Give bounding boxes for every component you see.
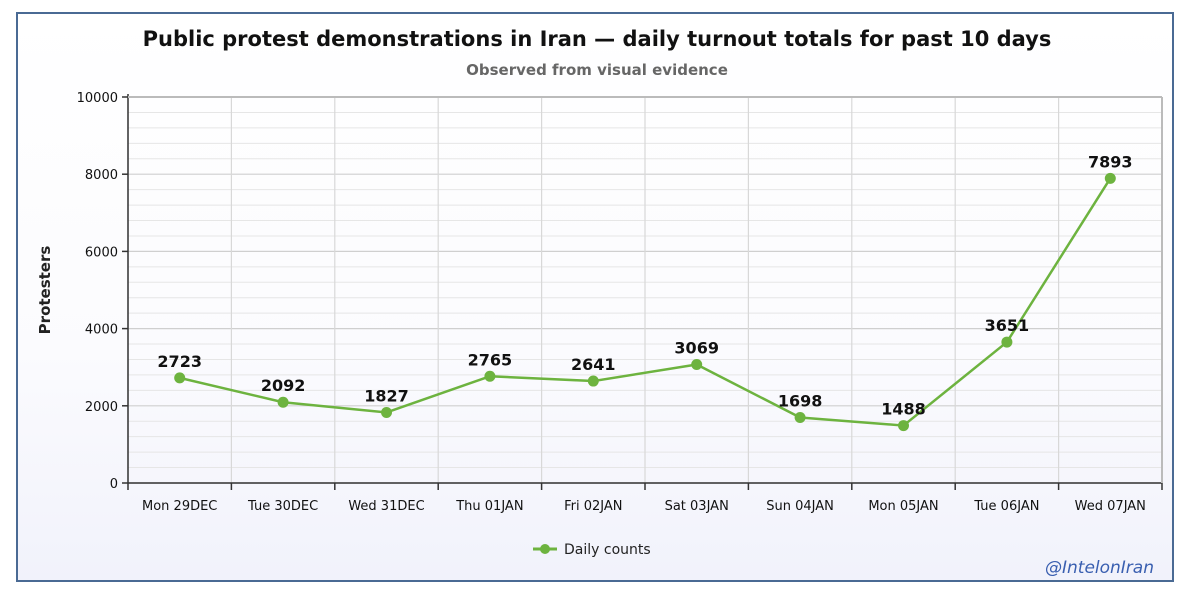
- chart-frame: [16, 12, 1174, 582]
- x-tick-label: Wed 07JAN: [1075, 499, 1146, 514]
- x-tick-label: Sat 03JAN: [665, 499, 729, 514]
- legend-marker: [540, 544, 550, 554]
- data-label: 7893: [1088, 152, 1133, 171]
- y-tick-label: 8000: [85, 168, 118, 183]
- data-label: 2641: [571, 355, 616, 374]
- data-point[interactable]: [794, 411, 806, 423]
- data-point[interactable]: [1104, 172, 1116, 184]
- data-label: 1698: [778, 391, 823, 410]
- legend-label: Daily counts: [564, 542, 651, 558]
- data-point[interactable]: [484, 370, 496, 382]
- chart-subtitle: Observed from visual evidence: [466, 61, 728, 79]
- x-tick-label: Tue 30DEC: [247, 499, 318, 514]
- axes: [122, 94, 1163, 490]
- data-label: 3069: [674, 339, 719, 358]
- grid: [127, 96, 1163, 484]
- y-tick-label: 6000: [85, 245, 118, 260]
- series-daily-counts: [174, 172, 1116, 432]
- data-label: 1488: [881, 400, 926, 419]
- data-point[interactable]: [381, 406, 392, 418]
- x-tick-label: Mon 05JAN: [868, 499, 938, 514]
- x-tick-label: Thu 01JAN: [455, 499, 523, 514]
- series-line: [179, 177, 1112, 427]
- x-tick-label: Fri 02JAN: [564, 499, 622, 514]
- x-tick-label: Wed 31DEC: [348, 499, 424, 514]
- data-point[interactable]: [691, 359, 703, 371]
- chart-title: Public protest demonstrations in Iran — …: [143, 27, 1052, 51]
- x-tick-label: Tue 06JAN: [973, 499, 1039, 514]
- x-tick-labels: Mon 29DEC Tue 30DEC Wed 31DEC Thu 01JAN Fri …: [142, 499, 1146, 514]
- data-label: 2723: [157, 352, 202, 371]
- y-tick-labels: 0 2000 4000 6000 8000 10000: [77, 91, 118, 492]
- data-point[interactable]: [587, 375, 599, 387]
- y-tick-label: 0: [110, 477, 118, 492]
- data-point[interactable]: [898, 420, 909, 432]
- data-point[interactable]: [1001, 336, 1013, 348]
- x-tick-label: Mon 29DEC: [142, 499, 217, 514]
- y-tick-label: 4000: [85, 323, 118, 338]
- x-tick-label: Sun 04JAN: [766, 499, 834, 514]
- data-point[interactable]: [174, 372, 186, 384]
- data-label: 2092: [261, 376, 306, 395]
- y-tick-label: 2000: [85, 400, 118, 415]
- credit-watermark: @IntelonIran: [1045, 558, 1154, 578]
- data-label: 3651: [985, 316, 1030, 335]
- data-labels: 2723 2092 1827 2765 2641 3069 1698 1488 3651 7893: [157, 152, 1132, 418]
- y-axis-label: Protesters: [36, 246, 54, 335]
- legend[interactable]: Daily counts: [533, 542, 651, 558]
- data-point[interactable]: [277, 396, 289, 408]
- data-label: 1827: [364, 386, 409, 405]
- data-label: 2765: [468, 350, 513, 369]
- y-tick-label: 10000: [77, 91, 118, 106]
